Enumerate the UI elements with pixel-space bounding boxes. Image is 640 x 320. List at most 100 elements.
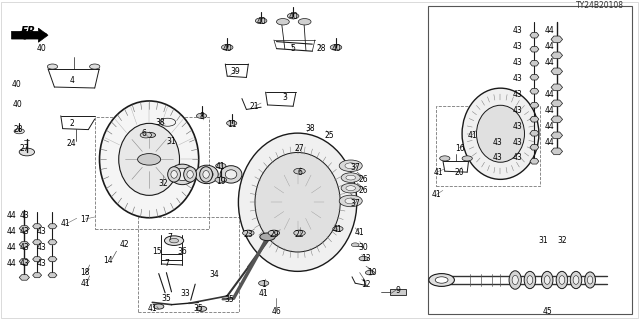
Text: 41: 41 — [333, 225, 343, 234]
Ellipse shape — [195, 165, 218, 184]
Circle shape — [215, 177, 227, 183]
Circle shape — [227, 121, 237, 126]
Text: 3: 3 — [282, 93, 287, 102]
Circle shape — [196, 306, 207, 311]
Ellipse shape — [573, 276, 579, 284]
Circle shape — [339, 195, 362, 207]
Circle shape — [339, 160, 362, 172]
Text: 41: 41 — [355, 228, 365, 237]
Circle shape — [90, 64, 100, 69]
Text: 31: 31 — [538, 236, 548, 245]
Bar — [95, 117, 209, 229]
Text: 35: 35 — [224, 295, 234, 304]
Ellipse shape — [119, 123, 179, 195]
Text: 8: 8 — [199, 112, 204, 121]
Polygon shape — [33, 273, 42, 278]
Text: 32: 32 — [158, 180, 168, 188]
Polygon shape — [48, 257, 57, 262]
Polygon shape — [551, 100, 563, 107]
Polygon shape — [530, 102, 539, 108]
Circle shape — [345, 198, 356, 204]
Circle shape — [196, 113, 207, 118]
Ellipse shape — [556, 271, 568, 289]
Text: 43: 43 — [19, 228, 29, 236]
Text: 44: 44 — [544, 42, 554, 51]
Text: 41: 41 — [259, 289, 269, 298]
Text: 40: 40 — [36, 44, 47, 53]
Circle shape — [341, 173, 360, 182]
Text: 6: 6 — [297, 168, 302, 177]
Text: 44: 44 — [6, 228, 17, 236]
Text: 20: 20 — [454, 168, 465, 177]
Text: FR.: FR. — [21, 26, 40, 36]
Circle shape — [216, 163, 226, 168]
Ellipse shape — [225, 170, 237, 179]
Text: 43: 43 — [36, 228, 47, 236]
Text: 15: 15 — [152, 247, 162, 256]
Circle shape — [138, 154, 161, 165]
Ellipse shape — [541, 271, 553, 289]
Text: 44: 44 — [544, 26, 554, 35]
Ellipse shape — [512, 276, 518, 284]
Bar — [138, 217, 239, 312]
Polygon shape — [530, 46, 539, 52]
Circle shape — [333, 226, 343, 231]
Circle shape — [221, 44, 233, 50]
Text: 4: 4 — [69, 76, 74, 85]
Text: 44: 44 — [6, 212, 17, 220]
Text: 44: 44 — [544, 138, 554, 147]
Ellipse shape — [187, 171, 193, 178]
Bar — [390, 289, 406, 295]
Text: 28: 28 — [13, 125, 22, 134]
Ellipse shape — [545, 276, 550, 284]
Text: TY24B20108: TY24B20108 — [576, 1, 624, 10]
Polygon shape — [33, 224, 42, 229]
Text: 30: 30 — [358, 243, 369, 252]
Circle shape — [47, 64, 58, 69]
Text: 43: 43 — [512, 138, 522, 147]
Text: 31: 31 — [166, 137, 177, 146]
Text: 19: 19 — [216, 177, 226, 186]
Text: 24: 24 — [67, 140, 77, 148]
Text: 43: 43 — [512, 74, 522, 83]
Text: 38: 38 — [155, 118, 165, 127]
Circle shape — [255, 18, 267, 24]
Text: 43: 43 — [36, 260, 47, 268]
Polygon shape — [551, 52, 563, 59]
Text: 43: 43 — [493, 138, 503, 147]
Circle shape — [351, 243, 359, 247]
Text: 16: 16 — [454, 144, 465, 153]
Text: 27: 27 — [294, 144, 305, 153]
Polygon shape — [48, 240, 57, 245]
Text: 32: 32 — [557, 236, 567, 245]
Circle shape — [287, 13, 299, 19]
Ellipse shape — [239, 133, 357, 271]
Circle shape — [19, 148, 35, 156]
Ellipse shape — [527, 276, 532, 284]
Polygon shape — [33, 257, 42, 262]
Polygon shape — [19, 259, 29, 264]
Text: 43: 43 — [19, 244, 29, 252]
Circle shape — [268, 230, 280, 236]
Polygon shape — [48, 224, 57, 229]
Text: 6: 6 — [141, 129, 147, 138]
Ellipse shape — [100, 101, 198, 218]
Text: 33: 33 — [180, 289, 191, 298]
Text: 28: 28 — [317, 44, 326, 53]
Text: 37: 37 — [350, 164, 360, 172]
Text: 40: 40 — [288, 12, 298, 21]
Circle shape — [330, 44, 342, 50]
Text: 11: 11 — [227, 120, 236, 129]
Ellipse shape — [462, 88, 539, 179]
Circle shape — [145, 132, 156, 138]
Text: 27: 27 — [19, 144, 29, 153]
Text: 17: 17 — [80, 215, 90, 224]
Ellipse shape — [476, 105, 525, 162]
Polygon shape — [530, 116, 539, 122]
Circle shape — [276, 19, 289, 25]
Text: 23: 23 — [243, 230, 253, 239]
Circle shape — [365, 270, 374, 275]
Text: 43: 43 — [512, 122, 522, 131]
Ellipse shape — [588, 276, 593, 284]
Polygon shape — [551, 84, 563, 91]
